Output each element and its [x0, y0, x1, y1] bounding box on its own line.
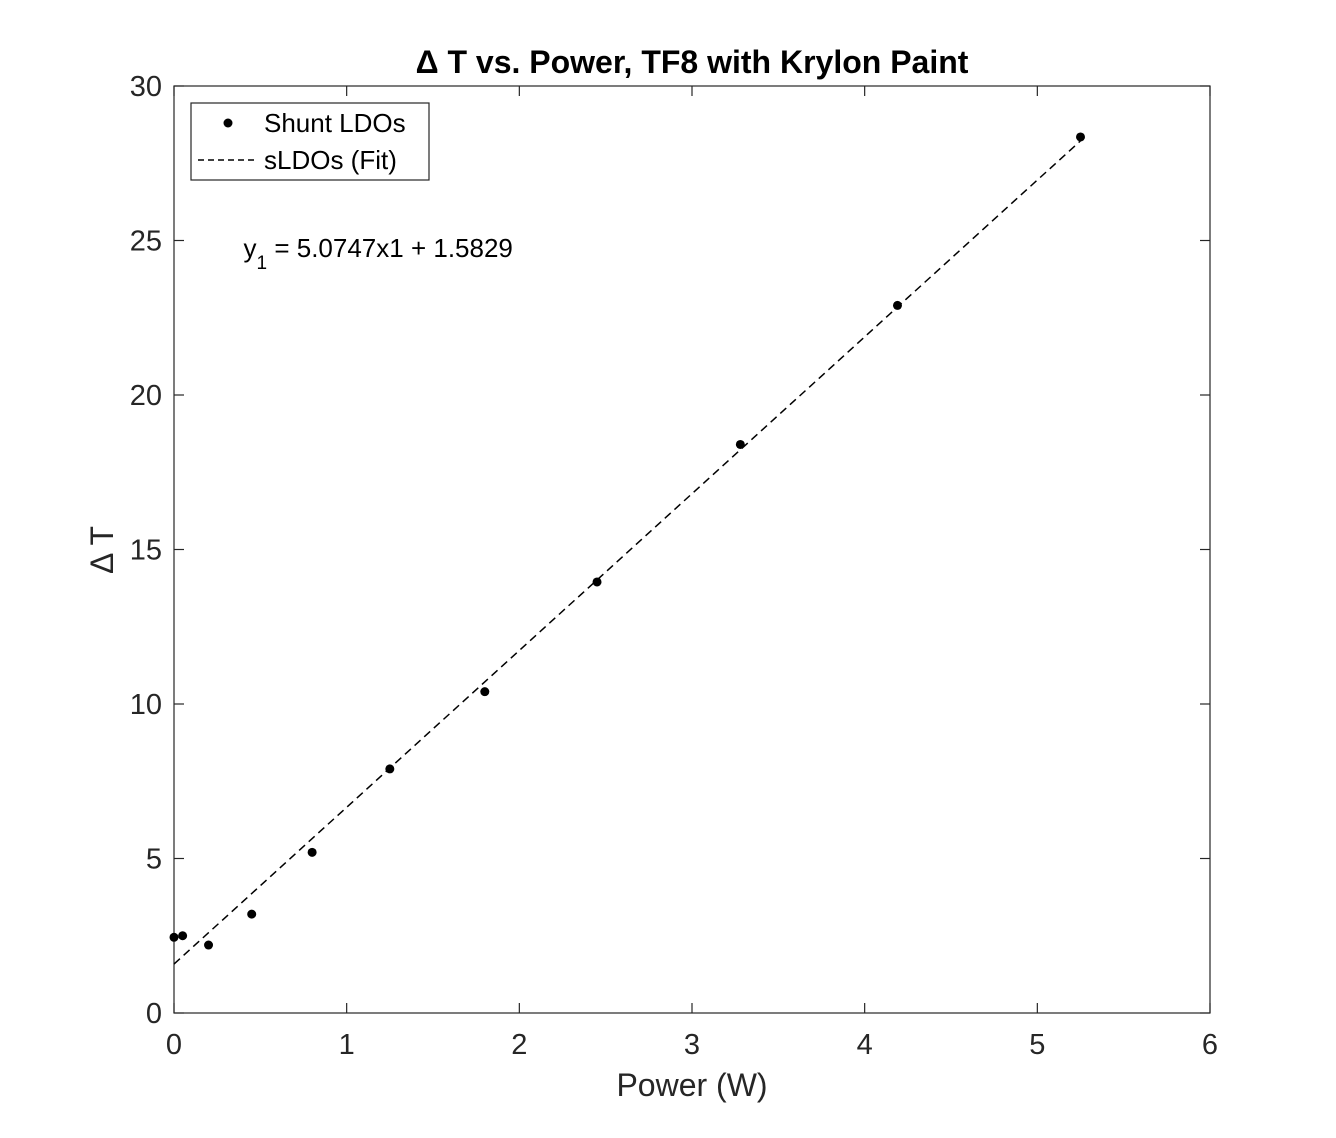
legend-marker-shunt-ldos: [223, 118, 233, 128]
x-tick-label: 0: [166, 1029, 182, 1061]
data-point: [385, 764, 395, 774]
fit-line: [173, 140, 1082, 965]
chart-title: Δ T vs. Power, TF8 with Krylon Paint: [416, 44, 969, 80]
legend: Shunt LDOs sLDOs (Fit): [190, 102, 430, 181]
data-point: [1076, 132, 1085, 142]
fit-equation-rest: = 5.0747x1 + 1.5829: [267, 233, 513, 263]
x-tick-label: 6: [1202, 1029, 1218, 1061]
legend-label-sldos-fit: sLDOs (Fit): [264, 145, 397, 175]
data-point: [204, 940, 214, 950]
data-point: [592, 577, 602, 587]
y-tick-label: 10: [130, 689, 162, 721]
y-tick-label: 5: [146, 844, 162, 876]
data-point: [178, 931, 188, 941]
data-point: [169, 932, 179, 942]
x-axis-label: Power (W): [616, 1067, 767, 1103]
y-tick-label: 15: [130, 535, 162, 567]
x-tick-label: 2: [511, 1029, 527, 1061]
y-tick-label: 30: [130, 71, 162, 103]
fit-equation-annotation: y1 = 5.0747x1 + 1.5829: [244, 233, 513, 274]
y-tick-label: 20: [130, 380, 162, 412]
plot-area: [173, 85, 1211, 1014]
data-point: [247, 909, 257, 919]
data-point: [735, 439, 745, 449]
fit-equation-y: y: [244, 233, 257, 263]
legend-box: [190, 102, 430, 181]
data-point: [307, 847, 317, 857]
points-layer: [169, 132, 1085, 950]
legend-label-shunt-ldos: Shunt LDOs: [264, 108, 406, 138]
data-point: [480, 687, 490, 697]
y-tick-label: 25: [130, 226, 162, 258]
y-axis-label: Δ T: [84, 526, 120, 574]
x-tick-label: 5: [1029, 1029, 1045, 1061]
axis-ticks: 0 1 2 3 4 5 6 0 5 10 15 20 25 30: [130, 71, 1218, 1061]
y-tick-label: 0: [146, 998, 162, 1030]
x-tick-label: 1: [339, 1029, 355, 1061]
fit-equation-subscript: 1: [257, 253, 268, 274]
x-tick-label: 3: [684, 1029, 700, 1061]
data-point: [892, 300, 902, 310]
fit-layer: [173, 140, 1082, 965]
x-tick-label: 4: [857, 1029, 873, 1061]
